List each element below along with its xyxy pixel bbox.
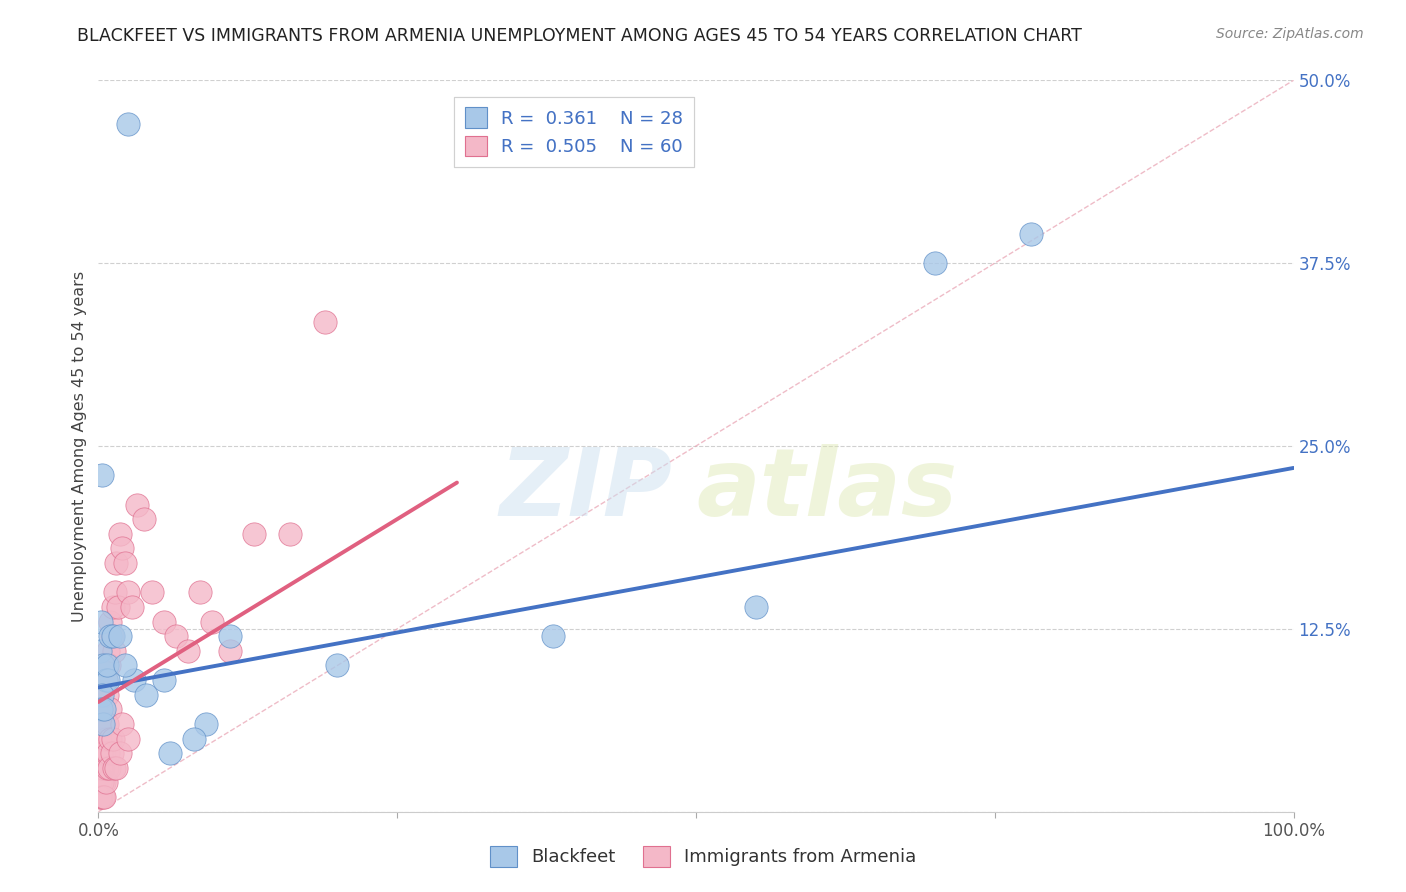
Point bbox=[89, 790, 111, 805]
Point bbox=[91, 717, 114, 731]
Point bbox=[1019, 227, 1042, 241]
Point bbox=[90, 746, 112, 760]
Point bbox=[89, 775, 111, 789]
Point bbox=[105, 761, 128, 775]
Point bbox=[97, 746, 120, 760]
Point bbox=[108, 629, 131, 643]
Point bbox=[101, 599, 124, 614]
Point bbox=[91, 790, 114, 805]
Point bbox=[219, 629, 242, 643]
Point bbox=[89, 731, 111, 746]
Text: ZIP: ZIP bbox=[499, 444, 672, 536]
Point bbox=[91, 468, 114, 483]
Text: Source: ZipAtlas.com: Source: ZipAtlas.com bbox=[1216, 27, 1364, 41]
Point bbox=[541, 629, 564, 643]
Point bbox=[96, 717, 118, 731]
Point bbox=[98, 731, 122, 746]
Point bbox=[94, 673, 117, 687]
Point bbox=[153, 615, 176, 629]
Point bbox=[125, 498, 148, 512]
Point bbox=[103, 761, 125, 775]
Point bbox=[91, 775, 114, 789]
Point bbox=[91, 702, 114, 716]
Point bbox=[100, 629, 122, 643]
Point bbox=[195, 717, 218, 731]
Point bbox=[104, 585, 127, 599]
Point bbox=[98, 658, 121, 673]
Point bbox=[100, 746, 122, 760]
Point bbox=[94, 731, 117, 746]
Point bbox=[117, 585, 139, 599]
Point bbox=[177, 644, 200, 658]
Point bbox=[117, 117, 139, 131]
Point bbox=[89, 644, 111, 658]
Legend: R =  0.361    N = 28, R =  0.505    N = 60: R = 0.361 N = 28, R = 0.505 N = 60 bbox=[454, 96, 693, 167]
Point bbox=[159, 746, 181, 760]
Point bbox=[114, 658, 136, 673]
Point bbox=[97, 644, 120, 658]
Point bbox=[90, 790, 112, 805]
Point bbox=[93, 702, 115, 716]
Point bbox=[98, 629, 122, 643]
Point bbox=[165, 629, 187, 643]
Point bbox=[91, 761, 114, 775]
Point bbox=[121, 599, 143, 614]
Point bbox=[135, 688, 157, 702]
Point bbox=[188, 585, 211, 599]
Point bbox=[96, 761, 118, 775]
Point bbox=[111, 541, 134, 556]
Point bbox=[103, 644, 125, 658]
Point bbox=[91, 761, 114, 775]
Point bbox=[91, 746, 114, 760]
Point bbox=[114, 556, 136, 570]
Point bbox=[96, 688, 118, 702]
Point bbox=[107, 599, 129, 614]
Point bbox=[101, 731, 124, 746]
Point bbox=[745, 599, 768, 614]
Point bbox=[117, 731, 139, 746]
Point bbox=[93, 775, 115, 789]
Point bbox=[101, 629, 124, 643]
Point bbox=[201, 615, 224, 629]
Point bbox=[90, 761, 112, 775]
Point bbox=[153, 673, 176, 687]
Text: BLACKFEET VS IMMIGRANTS FROM ARMENIA UNEMPLOYMENT AMONG AGES 45 TO 54 YEARS CORR: BLACKFEET VS IMMIGRANTS FROM ARMENIA UNE… bbox=[77, 27, 1083, 45]
Point bbox=[315, 315, 337, 329]
Point bbox=[132, 512, 155, 526]
Point bbox=[91, 688, 114, 702]
Point bbox=[96, 658, 118, 673]
Point bbox=[108, 526, 131, 541]
Point bbox=[219, 644, 242, 658]
Point bbox=[98, 702, 122, 716]
Point bbox=[97, 673, 120, 687]
Point bbox=[924, 256, 946, 270]
Point bbox=[141, 585, 163, 599]
Point bbox=[90, 615, 112, 629]
Point bbox=[90, 688, 112, 702]
Legend: Blackfeet, Immigrants from Armenia: Blackfeet, Immigrants from Armenia bbox=[482, 838, 924, 874]
Point bbox=[94, 775, 117, 789]
Point bbox=[124, 673, 146, 687]
Point bbox=[183, 731, 205, 746]
Point bbox=[94, 673, 117, 687]
Point bbox=[93, 790, 115, 805]
Point bbox=[90, 702, 112, 716]
Y-axis label: Unemployment Among Ages 45 to 54 years: Unemployment Among Ages 45 to 54 years bbox=[72, 270, 87, 622]
Point bbox=[108, 746, 131, 760]
Point bbox=[105, 556, 128, 570]
Text: atlas: atlas bbox=[696, 444, 957, 536]
Point bbox=[243, 526, 266, 541]
Point bbox=[91, 658, 114, 673]
Point bbox=[326, 658, 349, 673]
Point bbox=[278, 526, 301, 541]
Point bbox=[93, 746, 115, 760]
Point bbox=[111, 717, 134, 731]
Point bbox=[98, 615, 122, 629]
Point bbox=[91, 717, 114, 731]
Point bbox=[98, 761, 121, 775]
